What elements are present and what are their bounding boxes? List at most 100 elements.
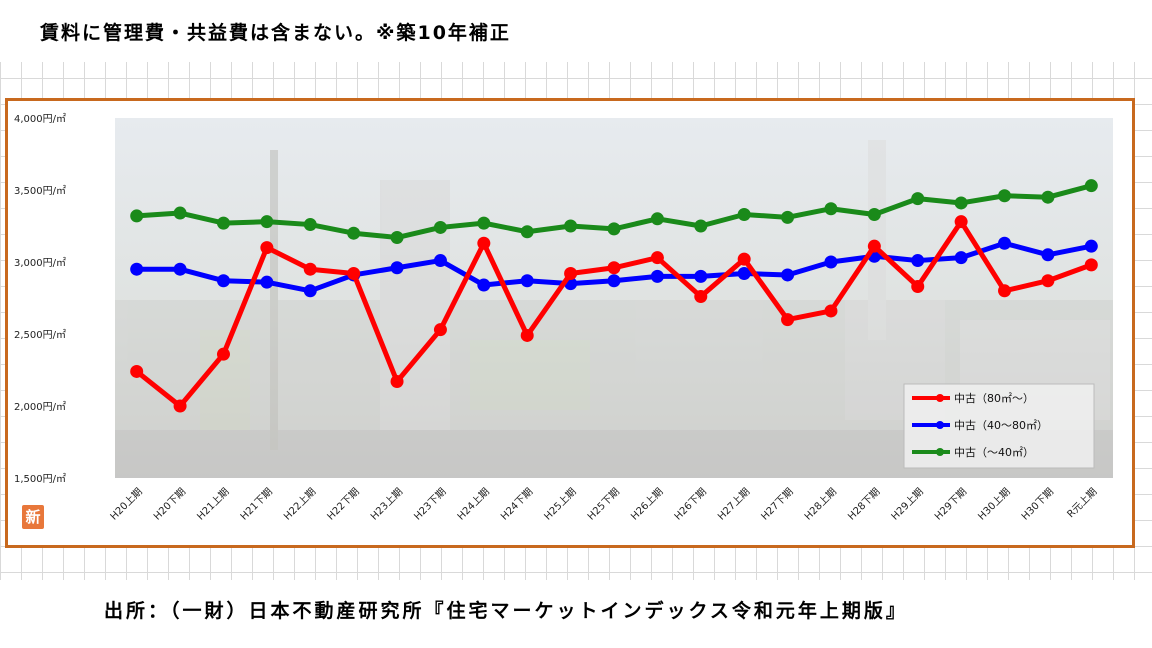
data-point [694,219,708,233]
source-citation: 出所：（一財）日本不動産研究所『住宅マーケットインデックス令和元年上期版』 [104,600,908,622]
legend-swatch-marker [936,448,944,456]
photo-backdrop [115,140,1113,478]
x-tick-label: H30下期 [1019,486,1056,523]
y-tick-label: 3,500円/㎡ [14,185,66,197]
data-point [260,275,274,289]
data-point [216,347,230,361]
y-axis: 4,000円/㎡ 3,500円/㎡ 3,000円/㎡ 2,500円/㎡ 2,000円/㎡… [14,113,66,485]
data-point [130,209,144,223]
series-layer [130,179,1098,413]
x-tick-label: H21下期 [238,486,275,523]
x-tick-label: H22上期 [281,486,318,523]
data-point [737,252,751,266]
data-point [347,267,361,281]
data-point [433,220,447,234]
x-tick-label: H23下期 [412,486,449,523]
data-point [781,210,795,224]
data-point [650,251,664,265]
data-point [173,206,187,220]
data-point [390,231,404,245]
x-tick-label: H24上期 [455,486,492,523]
y-tick-label: 1,500円/㎡ [14,473,66,485]
data-point [824,304,838,318]
data-point [694,269,708,283]
data-point [303,218,317,232]
data-point [954,215,968,229]
data-point [824,202,838,216]
data-point [1041,248,1055,262]
data-point [650,212,664,226]
legend: 中古（80㎡～） 中古（40～80㎡） 中古（～40㎡） [903,383,1095,469]
y-tick-label: 3,000円/㎡ [14,257,66,269]
data-point [824,255,838,269]
new-badge: 新 [22,505,44,529]
x-tick-label: H23上期 [368,486,405,523]
x-tick-label: H29上期 [889,486,926,523]
data-point [260,215,274,229]
footer-band [0,580,1152,648]
x-tick-label: H30上期 [976,486,1013,523]
data-point [390,375,404,389]
x-tick-label: H26上期 [629,486,666,523]
data-point [260,241,274,255]
rent-note: 賃料に管理費・共益費は含まない。※築10年補正 [40,22,511,44]
x-tick-label: H22下期 [325,486,362,523]
data-point [347,226,361,240]
series-1 [130,236,1098,298]
x-tick-label: R元上期 [1065,486,1100,521]
data-point [998,284,1012,298]
data-point [1084,258,1098,272]
data-point [520,225,534,239]
data-point [737,207,751,221]
header-band [0,0,1152,62]
data-point [998,189,1012,203]
data-point [911,279,925,293]
data-point [564,219,578,233]
data-point [1084,239,1098,253]
data-point [694,290,708,304]
data-point [954,251,968,265]
data-point [1041,274,1055,288]
data-point [650,269,664,283]
legend-swatch-marker [936,421,944,429]
data-point [520,328,534,342]
legend-label: 中古（～40㎡） [954,446,1034,459]
series-0 [130,215,1098,413]
data-point [130,262,144,276]
data-point [607,274,621,288]
x-axis: H20上期 H20下期 H21上期 H21下期 H22上期 H22下期 H23上期 H23下期… [108,486,1100,523]
legend-label: 中古（40～80㎡） [954,419,1048,432]
data-point [737,267,751,281]
data-point [303,262,317,276]
data-point [867,207,881,221]
y-tick-label: 4,000円/㎡ [14,113,66,125]
x-tick-label: H27上期 [715,486,752,523]
data-point [173,399,187,413]
data-point [607,261,621,275]
data-point [216,216,230,230]
data-point [1041,190,1055,204]
y-tick-label: 2,500円/㎡ [14,329,66,341]
data-point [998,236,1012,250]
x-tick-label: H28上期 [802,486,839,523]
data-point [433,323,447,337]
x-tick-label: H26下期 [672,486,709,523]
x-tick-label: H25下期 [585,486,622,523]
data-point [216,274,230,288]
data-point [390,261,404,275]
data-point [911,254,925,268]
data-point [130,364,144,378]
x-tick-label: H27下期 [759,486,796,523]
data-point [173,262,187,276]
data-point [781,313,795,327]
x-tick-label: H28下期 [846,486,883,523]
data-point [607,222,621,236]
x-tick-label: H21上期 [195,486,232,523]
x-tick-label: H29下期 [932,486,969,523]
data-point [303,284,317,298]
data-point [911,192,925,206]
data-point [477,278,491,292]
x-tick-label: H25上期 [542,486,579,523]
legend-label: 中古（80㎡～） [954,392,1034,405]
